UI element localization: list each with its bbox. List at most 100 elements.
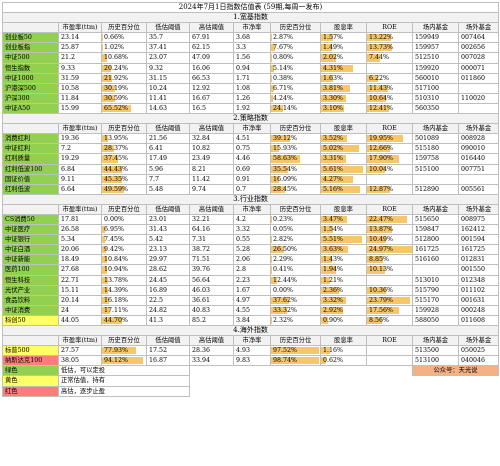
pe-ttm: 18.49 bbox=[59, 255, 102, 265]
column-header: 高估阈值 bbox=[190, 204, 234, 214]
index-name: 沪港深500 bbox=[3, 83, 59, 93]
pb-percentile-text: 4.24% bbox=[273, 95, 293, 102]
dividend-yield: 3.81% bbox=[321, 83, 367, 93]
pb-percentile-text: 6.71% bbox=[273, 85, 293, 92]
roe-text: 24.97% bbox=[369, 246, 393, 253]
pe-percentile-text: 37.45% bbox=[104, 155, 128, 162]
pb-percentile-text: 24.14% bbox=[273, 105, 297, 112]
pb-percentile-bar bbox=[271, 317, 272, 324]
column-header: 高估阈值 bbox=[190, 336, 234, 346]
pb-percentile-bar bbox=[271, 256, 272, 263]
pe-percentile-text: 20.24% bbox=[104, 65, 128, 72]
pe-percentile: 45.35% bbox=[102, 174, 147, 184]
dividend-yield: 1.94% bbox=[321, 265, 367, 275]
pb-percentile-text: 28.45% bbox=[273, 186, 297, 193]
column-header: 历史百分位 bbox=[102, 204, 147, 214]
dividend-yield-text: 3.47% bbox=[323, 216, 343, 223]
index-name: 红利低波 bbox=[3, 184, 59, 194]
legend-description: 低估，可以定投 bbox=[59, 366, 190, 376]
pe-percentile: 37.45% bbox=[102, 154, 147, 164]
column-header: 市净率 bbox=[234, 23, 271, 33]
column-header: 场内基金 bbox=[413, 124, 459, 134]
offsite-fund bbox=[459, 83, 499, 93]
pb-ratio: 0.69 bbox=[234, 164, 271, 174]
pe-percentile-text: 1.02% bbox=[104, 44, 124, 51]
roe-text: 13.87% bbox=[369, 226, 393, 233]
index-name: 医药100 bbox=[3, 265, 59, 275]
pb-ratio: 0.94 bbox=[234, 63, 271, 73]
low-threshold: 23.13 bbox=[147, 245, 190, 255]
onsite-fund: 515100 bbox=[413, 164, 459, 174]
pe-percentile-text: 65.52% bbox=[104, 105, 128, 112]
pb-percentile: 4.24% bbox=[271, 93, 321, 103]
dividend-yield-text: 1.54% bbox=[323, 226, 343, 233]
column-header: 高估阈值 bbox=[190, 23, 234, 33]
roe: 12.66% bbox=[367, 144, 413, 154]
index-name: 国证价值 bbox=[3, 174, 59, 184]
pe-percentile-text: 13.78% bbox=[104, 277, 128, 284]
dividend-yield: 1.54% bbox=[321, 225, 367, 235]
dividend-yield-text: 3.81% bbox=[323, 85, 343, 92]
onsite-fund: 501089 bbox=[413, 134, 459, 144]
low-threshold: 5.42 bbox=[147, 235, 190, 245]
pe-percentile: 0.00% bbox=[102, 214, 147, 224]
pe-ttm: 15.11 bbox=[59, 285, 102, 295]
pe-percentile-text: 9.42% bbox=[104, 246, 124, 253]
pe-percentile: 30.19% bbox=[102, 83, 147, 93]
high-threshold: 47.09 bbox=[190, 53, 234, 63]
onsite-fund: 515650 bbox=[413, 214, 459, 224]
dividend-yield-text: 5.61% bbox=[323, 166, 343, 173]
pb-ratio: 1.71 bbox=[234, 73, 271, 83]
pb-percentile: 24.14% bbox=[271, 103, 321, 113]
roe: 17.56% bbox=[367, 305, 413, 315]
roe bbox=[367, 275, 413, 285]
index-name: 中证红利 bbox=[3, 144, 59, 154]
dividend-yield-text: 3.63% bbox=[323, 246, 343, 253]
column-header: 股息率 bbox=[321, 336, 367, 346]
column-header: 历史百分位 bbox=[271, 23, 321, 33]
high-threshold: 46.03 bbox=[190, 285, 234, 295]
low-threshold: 17.49 bbox=[147, 154, 190, 164]
low-threshold: 31.43 bbox=[147, 225, 190, 235]
pb-percentile-text: 2.32% bbox=[273, 317, 293, 324]
dividend-yield: 2.92% bbox=[321, 305, 367, 315]
dividend-yield: 0.62% bbox=[321, 356, 367, 366]
roe-text: 17.90% bbox=[369, 155, 393, 162]
pe-percentile: 65.52% bbox=[102, 103, 147, 113]
index-name: 中证新能 bbox=[3, 255, 59, 265]
roe-text: 12.87% bbox=[369, 186, 393, 193]
pe-percentile: 13.78% bbox=[102, 275, 147, 285]
pe-percentile-text: 7.45% bbox=[104, 236, 124, 243]
dividend-yield-text: 2.36% bbox=[323, 287, 343, 294]
index-name: 光伏产业 bbox=[3, 285, 59, 295]
index-name: 中证500 bbox=[3, 53, 59, 63]
dividend-yield: 5.51% bbox=[321, 235, 367, 245]
column-header: 场外基金 bbox=[459, 23, 499, 33]
column-header: ROE bbox=[367, 204, 413, 214]
dividend-yield: 1.49% bbox=[321, 43, 367, 53]
roe: 23.79% bbox=[367, 295, 413, 305]
high-threshold: 66.53 bbox=[190, 73, 234, 83]
pe-percentile: 0.66% bbox=[102, 33, 147, 43]
high-threshold: 38.72 bbox=[190, 245, 234, 255]
pb-percentile: 16.09% bbox=[271, 174, 321, 184]
section-title: 1.宽基指数 bbox=[3, 13, 499, 23]
pb-percentile: 5.14% bbox=[271, 63, 321, 73]
pe-percentile-text: 28.37% bbox=[104, 145, 128, 152]
roe-text: 12.41% bbox=[369, 105, 393, 112]
pe-percentile: 10.94% bbox=[102, 265, 147, 275]
pe-percentile-text: 16.18% bbox=[104, 297, 128, 304]
column-header: 市净率 bbox=[234, 204, 271, 214]
onsite-fund: 512510 bbox=[413, 53, 459, 63]
offsite-fund: 008928 bbox=[459, 134, 499, 144]
index-name: 中证银行 bbox=[3, 235, 59, 245]
